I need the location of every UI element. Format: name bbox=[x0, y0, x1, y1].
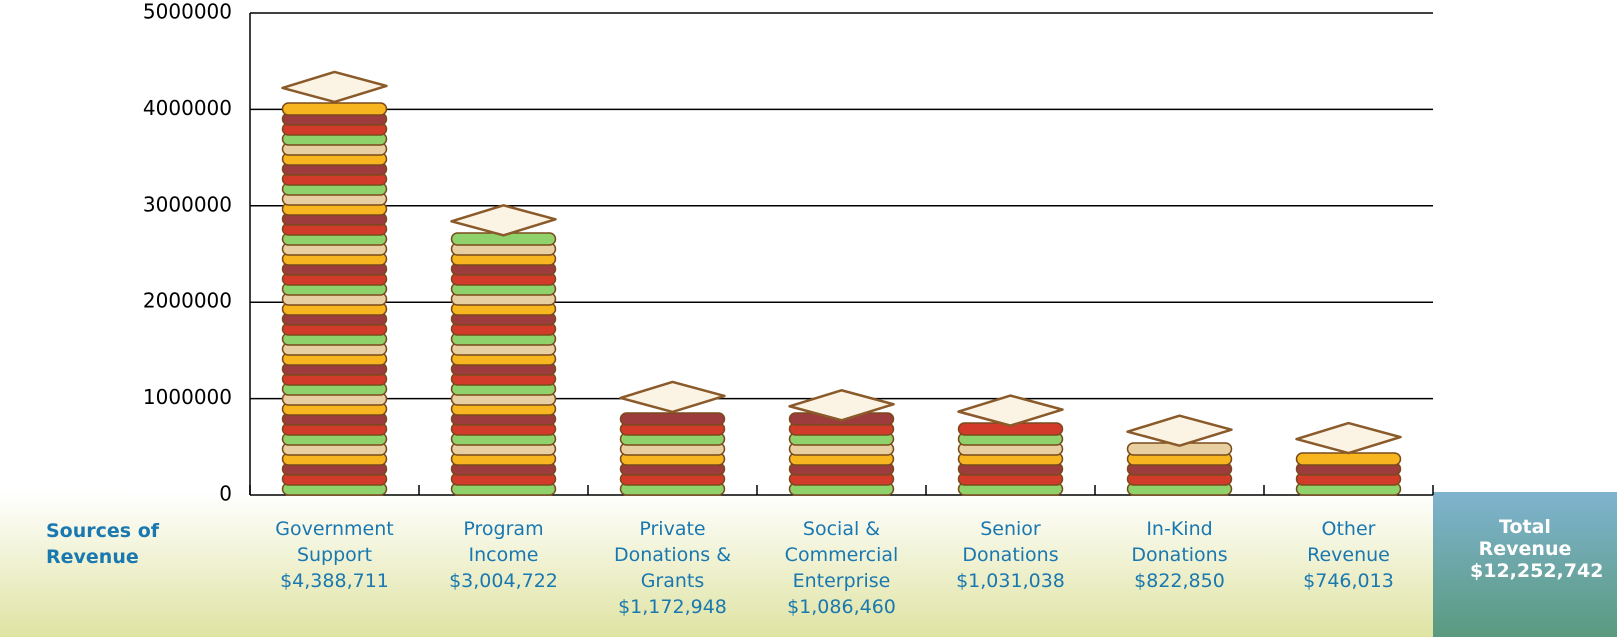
sandwich-layer bbox=[283, 103, 387, 115]
value-label: $1,086,460 bbox=[777, 594, 907, 620]
value-label: $746,013 bbox=[1284, 568, 1414, 594]
y-tick-label: 5000000 bbox=[143, 0, 232, 24]
x-tick-label: Government Support$4,388,711 bbox=[260, 516, 410, 594]
value-label: $1,172,948 bbox=[608, 594, 738, 620]
bar bbox=[1297, 423, 1401, 495]
sandwich-top bbox=[283, 72, 387, 102]
sandwich-top bbox=[452, 205, 556, 235]
category-name: In-Kind Donations bbox=[1115, 516, 1245, 568]
bar bbox=[959, 396, 1063, 495]
category-name: Other Revenue bbox=[1284, 516, 1414, 568]
value-label: $822,850 bbox=[1115, 568, 1245, 594]
value-label: $3,004,722 bbox=[439, 568, 569, 594]
x-tick-label: In-Kind Donations$822,850 bbox=[1105, 516, 1255, 594]
sandwich-layer bbox=[621, 413, 725, 425]
y-tick-label: 0 bbox=[219, 482, 232, 506]
value-label: $4,388,711 bbox=[270, 568, 400, 594]
x-tick-label: Private Donations & Grants$1,172,948 bbox=[598, 516, 748, 620]
x-tick-label: Other Revenue$746,013 bbox=[1274, 516, 1424, 594]
x-tick-label: Program Income$3,004,722 bbox=[429, 516, 579, 594]
y-tick-label: 4000000 bbox=[143, 96, 232, 120]
sandwich-top bbox=[621, 382, 725, 412]
y-tick-label: 3000000 bbox=[143, 192, 232, 216]
sandwich-top bbox=[1297, 423, 1401, 453]
category-name: Government Support bbox=[270, 516, 400, 568]
category-name: Senior Donations bbox=[946, 516, 1076, 568]
bar bbox=[621, 382, 725, 495]
category-name: Program Income bbox=[439, 516, 569, 568]
page: {"chart_data": {"type": "bar", "axis_tit… bbox=[0, 0, 1617, 637]
x-tick-label: Senior Donations$1,031,038 bbox=[936, 516, 1086, 594]
sandwich-top bbox=[959, 396, 1063, 426]
y-tick-label: 2000000 bbox=[143, 289, 232, 313]
bar bbox=[283, 72, 387, 495]
y-tick-label: 1000000 bbox=[143, 385, 232, 409]
sandwich-top bbox=[1128, 416, 1232, 446]
value-label: $1,031,038 bbox=[946, 568, 1076, 594]
bar bbox=[452, 205, 556, 495]
bar bbox=[1128, 416, 1232, 495]
category-name: Private Donations & Grants bbox=[608, 516, 738, 594]
bar bbox=[790, 390, 894, 495]
sandwich-layer bbox=[1297, 453, 1401, 465]
x-tick-label: Social & Commercial Enterprise$1,086,460 bbox=[767, 516, 917, 620]
category-name: Social & Commercial Enterprise bbox=[777, 516, 907, 594]
